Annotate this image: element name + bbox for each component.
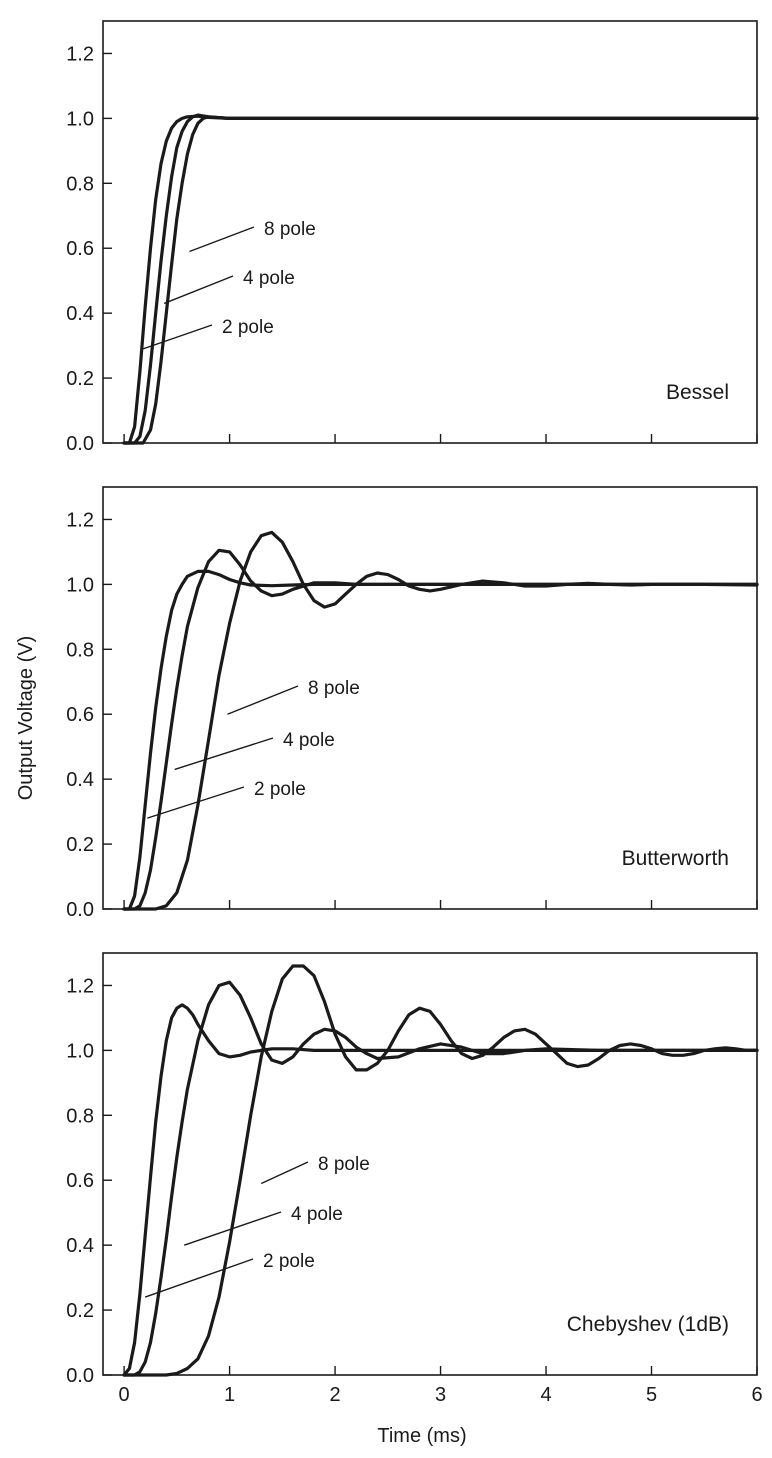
series-line-2-pole <box>122 114 759 445</box>
plot-frame <box>102 20 758 444</box>
y-tick-label: 0.4 <box>66 1235 94 1257</box>
y-tick-label: 0.8 <box>66 639 94 661</box>
x-tick-label: 1 <box>224 1384 235 1406</box>
x-tick-label: 0 <box>119 1384 130 1406</box>
x-axis-label: Time (ms) <box>377 1425 466 1447</box>
series-label: 2 pole <box>263 1251 315 1272</box>
series-label: 4 pole <box>283 730 335 751</box>
y-tick-label: 0.4 <box>66 303 94 325</box>
y-tick-label: 0.6 <box>66 1170 94 1192</box>
y-tick-label: 1.0 <box>66 108 94 130</box>
x-tick-label: 2 <box>330 1384 341 1406</box>
series-label-leader <box>183 1211 282 1246</box>
series-label: 2 pole <box>222 317 274 338</box>
y-tick-label: 0.6 <box>66 704 94 726</box>
series-label-leader <box>227 685 299 715</box>
y-tick-label: 1.0 <box>66 574 94 596</box>
plot-frame <box>102 952 758 1376</box>
series-label-leader <box>147 786 245 819</box>
y-axis-label: Output Voltage (V) <box>15 636 37 801</box>
y-tick-label: 0.0 <box>66 899 94 921</box>
y-tick-label: 0.8 <box>66 173 94 195</box>
y-tick-label: 0.2 <box>66 368 94 390</box>
y-tick-label: 0.0 <box>66 433 94 455</box>
series-label: 4 pole <box>291 1204 343 1225</box>
x-tick-label: 6 <box>751 1384 762 1406</box>
series-label-leader <box>260 1161 309 1185</box>
series-label-leader <box>174 737 274 771</box>
series-line-4-pole <box>122 548 759 911</box>
series-label: 4 pole <box>243 268 295 289</box>
y-tick-label: 1.2 <box>66 43 94 65</box>
y-tick-label: 1.2 <box>66 975 94 997</box>
x-tick-label: 5 <box>646 1384 657 1406</box>
series-line-8-pole <box>122 115 759 445</box>
y-tick-label: 1.0 <box>66 1040 94 1062</box>
series-label: 8 pole <box>318 1154 370 1175</box>
panel-title: Butterworth <box>622 847 729 870</box>
x-tick-label: 4 <box>540 1384 551 1406</box>
series-line-2-pole <box>122 1003 759 1377</box>
y-tick-label: 0.0 <box>66 1365 94 1387</box>
series-line-8-pole <box>122 530 759 911</box>
series-label: 2 pole <box>254 779 306 800</box>
plot-frame <box>102 486 758 910</box>
panel-title: Bessel <box>666 381 729 404</box>
series-label-leader <box>163 275 234 305</box>
series-label: 8 pole <box>264 219 316 240</box>
y-tick-label: 0.4 <box>66 769 94 791</box>
series-line-4-pole <box>122 113 759 445</box>
y-tick-label: 1.2 <box>66 509 94 531</box>
series-label-leader <box>144 1258 254 1298</box>
y-tick-label: 0.2 <box>66 834 94 856</box>
x-tick-label: 3 <box>435 1384 446 1406</box>
series-label: 8 pole <box>308 678 360 699</box>
series-line-8-pole <box>122 964 759 1377</box>
series-line-2-pole <box>122 569 759 911</box>
series-label-leader <box>189 226 255 253</box>
series-label-leader <box>142 324 213 350</box>
y-tick-label: 0.2 <box>66 1300 94 1322</box>
y-tick-label: 0.6 <box>66 238 94 260</box>
y-tick-label: 0.8 <box>66 1105 94 1127</box>
panel-title: Chebyshev (1dB) <box>567 1313 729 1336</box>
